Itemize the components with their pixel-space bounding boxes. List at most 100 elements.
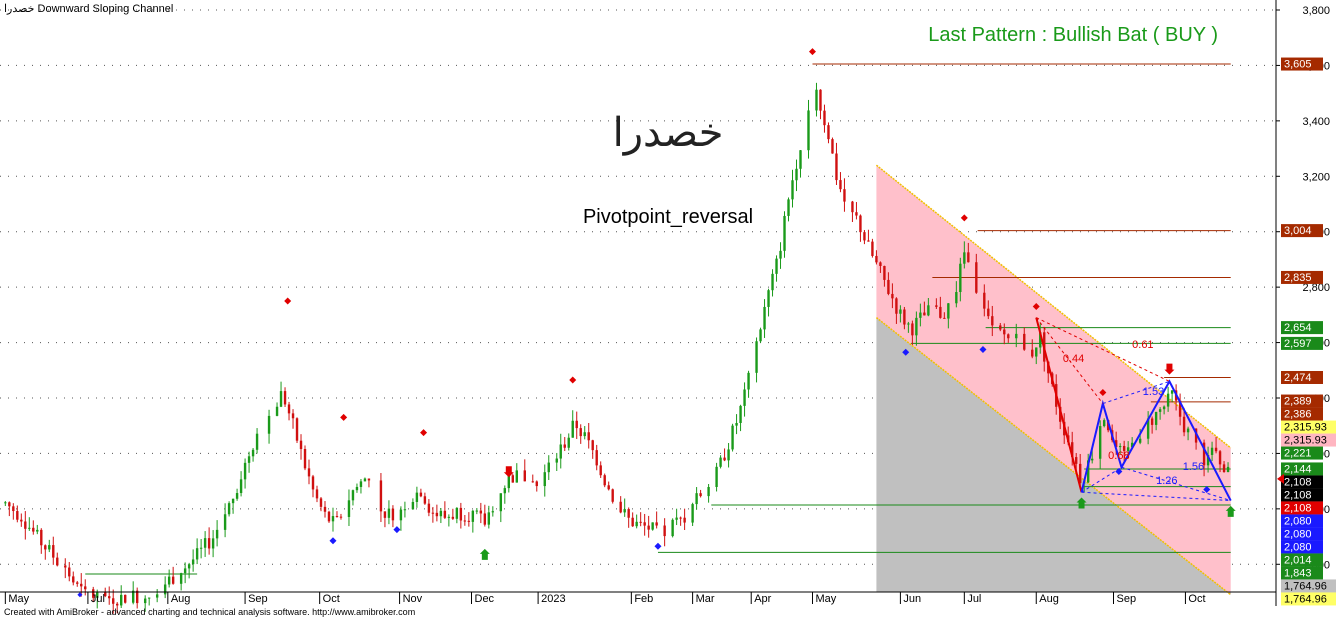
candle-body xyxy=(563,444,566,448)
pivot-diamond-marker xyxy=(340,413,348,421)
candle-body xyxy=(379,480,383,512)
candle-body xyxy=(927,305,930,316)
candle-body xyxy=(707,486,710,497)
candle-body xyxy=(68,567,71,577)
pattern-ratio-line xyxy=(1035,317,1104,404)
candle-body xyxy=(627,509,630,518)
candle-body xyxy=(607,485,610,490)
candle-body xyxy=(40,529,43,546)
x-tick-label: Oct xyxy=(1188,593,1205,605)
candle-body xyxy=(491,511,495,513)
candle-body xyxy=(427,503,431,513)
candle-body xyxy=(479,510,483,514)
candle-body xyxy=(543,472,546,487)
candle-body xyxy=(535,481,538,487)
chart-header-title: خصدرا Downward Sloping Channel xyxy=(4,3,173,15)
candle-body xyxy=(411,501,415,510)
price-label-text: 2,080 xyxy=(1284,541,1312,553)
price-label-text: 2,080 xyxy=(1284,515,1312,527)
candle-body xyxy=(783,215,786,251)
candle-body xyxy=(255,433,259,450)
candle-body xyxy=(1226,466,1230,473)
candle-body xyxy=(215,529,219,539)
candle-body xyxy=(44,545,47,550)
price-label: 1,764.96 xyxy=(1281,592,1336,606)
candle-body xyxy=(839,180,842,190)
candle-body xyxy=(431,512,435,514)
price-label-text: 3,004 xyxy=(1284,225,1312,237)
candle-body xyxy=(80,583,83,587)
pivot-diamond-marker xyxy=(393,526,401,534)
candle-body xyxy=(715,466,718,487)
candle-body xyxy=(1114,440,1118,448)
price-label-bg xyxy=(1281,514,1323,528)
candle-body xyxy=(1071,442,1074,458)
candle-body xyxy=(195,548,199,560)
candle-body xyxy=(303,449,307,469)
candle-body xyxy=(855,212,858,216)
candle-body xyxy=(419,492,423,497)
candle-body xyxy=(1218,451,1222,465)
channel-upper-line xyxy=(875,164,1232,449)
price-label: 1,764.96 xyxy=(1281,579,1336,593)
candle-body xyxy=(32,527,35,532)
price-label-bg xyxy=(1281,57,1323,71)
candle-body xyxy=(1102,420,1106,427)
candle-body xyxy=(771,273,774,291)
candle-body xyxy=(1170,390,1174,394)
candle-body xyxy=(815,89,818,111)
candle-body xyxy=(319,498,323,507)
candle-body xyxy=(387,508,391,518)
candle-body xyxy=(231,498,235,504)
price-label-text: 2,144 xyxy=(1284,463,1312,475)
candle-body xyxy=(651,522,654,530)
price-label-text: 1,764.96 xyxy=(1284,593,1327,605)
price-label: 2,315.93 xyxy=(1281,433,1336,447)
x-tick-label: Sep xyxy=(248,593,268,605)
candle-body xyxy=(683,517,686,523)
pattern-ratio-line xyxy=(1081,491,1231,502)
y-tick-label: 3,800 xyxy=(1302,5,1330,17)
candle-body xyxy=(555,458,558,463)
candle-body xyxy=(523,470,526,482)
candle-body xyxy=(643,522,646,526)
y-tick-label: 3,400 xyxy=(1302,116,1330,128)
candle-body xyxy=(595,450,598,466)
candle-body xyxy=(211,538,215,549)
pattern-ratio-label: 1.53 xyxy=(1143,386,1164,398)
candle-body xyxy=(903,309,906,325)
candle-body xyxy=(455,507,459,519)
price-label-bg xyxy=(1281,475,1323,489)
current-price-pointer xyxy=(1277,473,1284,484)
candle-body xyxy=(875,255,878,263)
buy-arrow-marker xyxy=(1225,505,1236,517)
pivot-diamond-marker xyxy=(329,537,337,545)
candle-body xyxy=(559,444,562,459)
candle-body xyxy=(1003,329,1006,335)
candle-body xyxy=(603,475,606,486)
candle-body xyxy=(699,493,702,497)
candle-body xyxy=(895,298,898,314)
candle-body xyxy=(747,372,750,390)
candle-body xyxy=(883,265,886,280)
candle-body xyxy=(131,590,135,603)
candle-body xyxy=(779,250,782,259)
candle-body xyxy=(823,110,826,126)
candle-body xyxy=(967,252,970,263)
pivot-diamond-marker xyxy=(1099,388,1107,396)
candle-body xyxy=(547,462,550,473)
candle-body xyxy=(1035,347,1038,357)
candle-body xyxy=(463,520,467,522)
candle-body xyxy=(591,440,594,451)
price-label-bg xyxy=(1281,527,1323,541)
price-label-text: 2,014 xyxy=(1284,554,1312,566)
x-tick-label: Jul xyxy=(91,593,105,605)
candle-body xyxy=(743,389,746,406)
candle-body xyxy=(987,308,990,317)
pattern-ratio-label: 1.26 xyxy=(1156,475,1177,487)
price-label-bg xyxy=(1281,394,1323,408)
candle-body xyxy=(327,511,331,522)
price-label: 3,004 xyxy=(1281,224,1323,238)
candle-body xyxy=(835,153,838,181)
candle-body xyxy=(787,199,790,216)
